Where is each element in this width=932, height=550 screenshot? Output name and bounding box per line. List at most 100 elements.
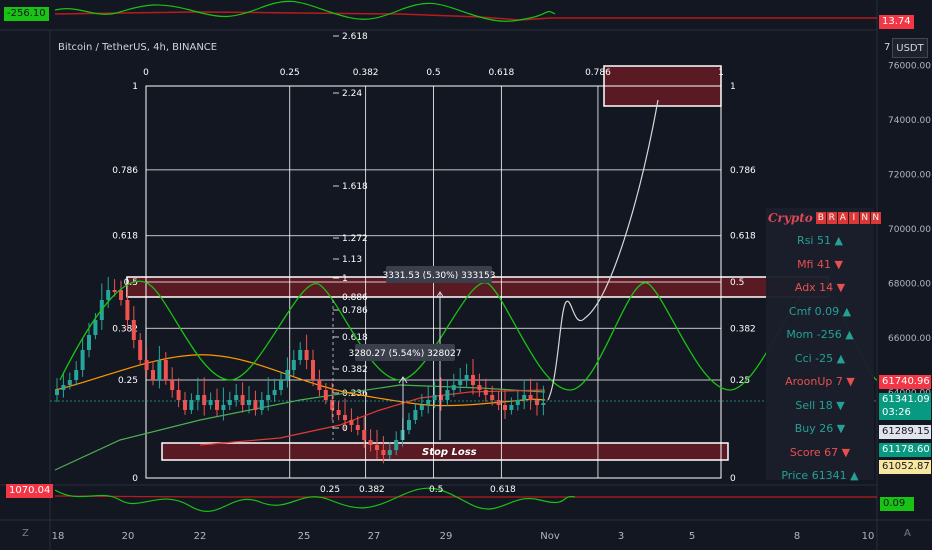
candle-body (183, 400, 187, 410)
candle-body (279, 380, 283, 390)
measure-box-2 (355, 344, 455, 361)
top-value-badge: 13.74 (879, 15, 914, 29)
time-tick-10: 10 (862, 531, 875, 542)
candle-body (131, 320, 136, 340)
indicator-row-aroonup: AroonUp 7 ▼ (785, 375, 855, 388)
fib-hlabel-right-0: 1 (730, 82, 736, 92)
title-box-a: A (837, 212, 848, 224)
symbol-title[interactable]: Bitcoin / TetherUS, 4h, BINANCE (58, 42, 218, 53)
title-box-b: B (815, 212, 826, 224)
axis-top-clip: 7 (884, 42, 891, 53)
time-tick-7: 3 (618, 531, 624, 542)
fib-vlabel-4: 0.618 (488, 68, 514, 78)
candle-body (426, 400, 431, 405)
candle-body (87, 335, 91, 350)
top-left-badge: -256.10 (4, 7, 49, 21)
candle-body (93, 320, 98, 335)
candle-body (323, 390, 328, 400)
candle-body (227, 400, 232, 405)
candle-body (355, 425, 360, 430)
fib-ext-2: 1.618 (342, 182, 368, 192)
candle-body (253, 400, 258, 410)
candle-body (509, 405, 514, 410)
bottom-right-badge: 0.09 (880, 497, 914, 511)
indicator-row-price: Price 61341 ▲ (781, 469, 859, 482)
fib-hlabel-right-6: 0 (730, 474, 736, 484)
crypto-brainn-panel: Crypto B R A I N N Rsi 51 ▲ Mfi 41 ▼ Adx 1… (766, 208, 881, 482)
fib-ext-1: 2.24 (342, 89, 362, 99)
ma-red (199, 389, 546, 446)
candle-body (483, 390, 488, 395)
candle-body (247, 400, 251, 405)
measure-box-1 (386, 266, 492, 283)
time-tick-4: 27 (368, 531, 381, 542)
candle-body (419, 405, 424, 410)
candle-body (375, 445, 379, 450)
candle-body (541, 403, 546, 405)
fibonacci-grid: 0 0.25 0.382 0.5 0.618 0.786 11 10.786 0.7860.61… (112, 68, 756, 484)
price-tick-1: 74000.00 (888, 116, 931, 126)
title-box-n2: N (870, 212, 881, 224)
candle-body (112, 290, 117, 292)
price-label-4: 61178.60 (879, 443, 931, 457)
candle-body (80, 350, 85, 370)
candle-body (144, 360, 149, 370)
auto-scale-button[interactable]: A (904, 528, 911, 539)
fib-ext-7: 0.786 (342, 306, 368, 316)
fib-hlabel-right-4: 0.382 (730, 324, 756, 334)
fib-ext-4: 1.13 (342, 255, 362, 265)
candle-body (298, 350, 303, 360)
fib-vlabel-1: 0.25 (280, 68, 300, 78)
candle-body (362, 430, 367, 440)
fib-hlabel-right-5: 0.25 (730, 376, 750, 386)
fib-vlabel-6: 1 (718, 68, 724, 78)
candle-body (234, 395, 239, 400)
fib-hlabel-left-2: 0.618 (112, 232, 138, 242)
indicator-row-score: Score 67 ▼ (789, 445, 851, 459)
candle-body (413, 410, 418, 420)
time-tick-0: 18 (52, 531, 65, 542)
candle-body (535, 400, 539, 405)
indicator-row-cci: Cci -25 ▲ (794, 351, 846, 365)
currency-button-label: USDT (896, 42, 924, 54)
candle-body (119, 290, 123, 300)
candle-body (458, 380, 463, 385)
time-tick-2: 22 (194, 531, 207, 542)
fib-vlabel-2: 0.382 (353, 68, 379, 78)
svg-text:0.5: 0.5 (429, 485, 443, 495)
oscillator-green-line (54, 0, 556, 22)
candle-body (304, 350, 309, 360)
fib-vlabel-0: 0 (143, 68, 149, 78)
candle-body (528, 395, 533, 400)
stop-loss-label: Stop Loss (422, 447, 477, 458)
candle-body (445, 390, 450, 400)
price-label-2: 03:26 (879, 406, 931, 420)
currency-button[interactable]: USDT (892, 38, 928, 58)
axis-settings-icon[interactable]: Z (22, 528, 29, 539)
oscillator-red-line (54, 11, 877, 21)
candle-body (125, 300, 130, 320)
candle-body (266, 395, 271, 400)
measure-label-1: 3331.53 (5.30%) 333153 (383, 271, 496, 281)
price-tick-0: 76000.00 (888, 61, 931, 71)
candle-body (387, 450, 392, 455)
fib-hlabel-left-4: 0.382 (112, 324, 138, 334)
candle-body (157, 360, 162, 380)
candle-body (55, 390, 59, 395)
price-label-5: 61052.87 (879, 460, 931, 474)
price-label-3: 61289.15 (879, 425, 931, 439)
candle-body (330, 400, 335, 410)
fib-ext-8: 0.618 (342, 333, 368, 343)
bottom-left-badge: 1070.04 (6, 484, 54, 498)
svg-text:0.382: 0.382 (359, 485, 385, 495)
bottom-osc-arrow-marks: 0.25 0.382 0.5 0.618 (320, 485, 516, 495)
price-label-0: 61740.96 (879, 375, 931, 389)
measure-label-2: 3280.27 (5.54%) 328027 (349, 349, 462, 359)
candle-body (259, 400, 264, 410)
fib-hlabel-right-3: 0.5 (730, 278, 744, 288)
fib-vlabel-5: 0.786 (585, 68, 611, 78)
candle-body (208, 400, 213, 405)
candle-body (202, 395, 207, 405)
indicator-row-mfi: Mfi 41 ▼ (797, 257, 843, 271)
